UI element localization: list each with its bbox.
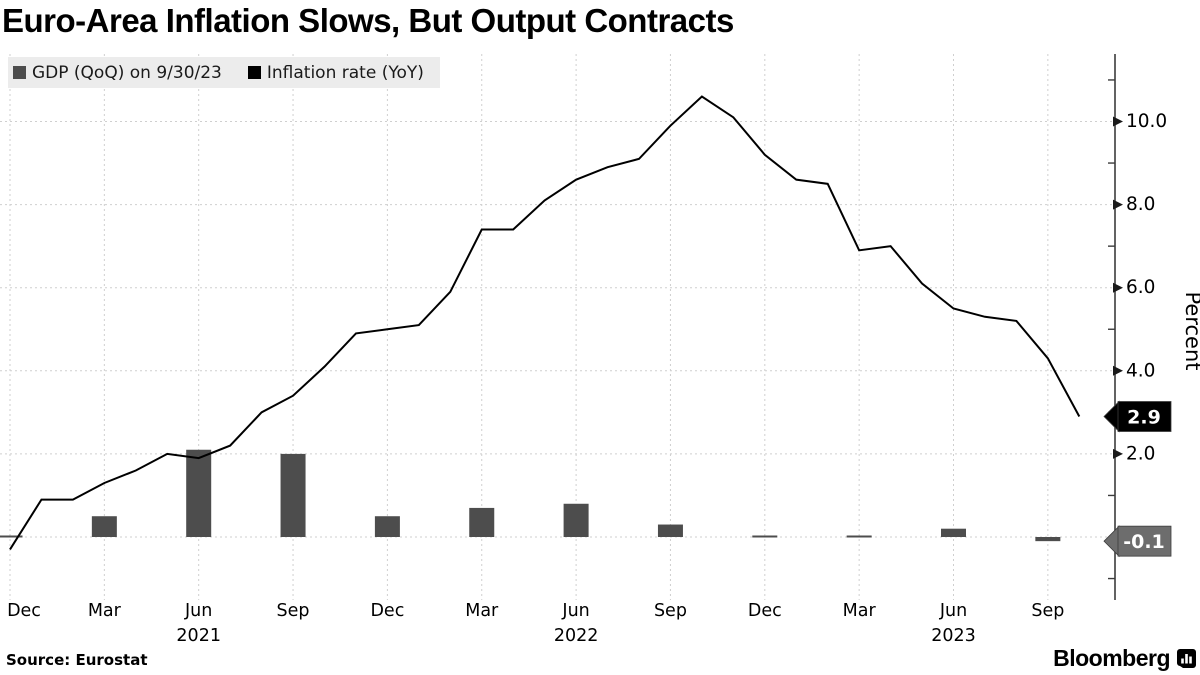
legend: GDP (QoQ) on 9/30/23 Inflation rate (YoY… xyxy=(8,57,440,88)
source-label: Source: Eurostat xyxy=(6,651,148,669)
gdp-bar xyxy=(752,535,778,538)
x-tick-label: Jun xyxy=(939,601,967,621)
x-tick-label: Mar xyxy=(465,601,499,621)
gdp-bar xyxy=(941,528,966,537)
x-year-label: 2023 xyxy=(931,626,976,646)
x-tick-label: Dec xyxy=(7,601,41,621)
inflation-axis-tag-pointer xyxy=(1103,400,1120,433)
y-axis-major-tick-arrow xyxy=(1113,282,1123,293)
gdp-axis-tag-box xyxy=(1117,525,1172,557)
y-tick-label: 10.0 xyxy=(1126,111,1167,132)
bloomberg-terminal-icon xyxy=(1177,649,1196,668)
inflation-line xyxy=(9,95,1081,550)
y-tick-label: 8.0 xyxy=(1126,194,1155,215)
inflation-axis-tag-box xyxy=(1117,401,1172,432)
gdp-bar xyxy=(91,516,117,537)
y-tick-label: 4.0 xyxy=(1126,360,1155,381)
inflation-swatch-icon xyxy=(247,66,261,79)
x-tick-label: Jun xyxy=(561,601,589,621)
x-tick-label: Sep xyxy=(277,601,310,621)
x-tick-label: Dec xyxy=(370,601,404,621)
x-tick-label: Mar xyxy=(843,601,877,621)
y-axis-title: Percent xyxy=(1181,291,1200,370)
gdp-bar xyxy=(469,507,495,537)
bloomberg-wordmark: Bloomberg xyxy=(1053,645,1170,671)
page-title: Euro-Area Inflation Slows, But Output Co… xyxy=(2,2,734,39)
gdp-bar xyxy=(1035,537,1061,542)
gdp-bar xyxy=(563,503,589,537)
gdp-axis-tag-pointer xyxy=(1103,525,1120,558)
x-tick-label: Mar xyxy=(88,601,122,621)
legend-item-inflation: Inflation rate (YoY) xyxy=(247,62,424,83)
legend-label-inflation: Inflation rate (YoY) xyxy=(266,62,424,83)
y-axis-major-tick-arrow xyxy=(1113,199,1123,210)
inflation-axis-tag-value: 2.9 xyxy=(1127,407,1161,429)
x-tick-label: Jun xyxy=(184,601,212,621)
gdp-axis-tag-value: -0.1 xyxy=(1123,531,1165,553)
legend-item-gdp: GDP (QoQ) on 9/30/23 xyxy=(13,63,222,83)
y-axis-major-tick-arrow xyxy=(1113,116,1123,127)
legend-label-gdp: GDP (QoQ) on 9/30/23 xyxy=(32,62,222,83)
x-year-label: 2021 xyxy=(176,626,221,646)
y-tick-label: 6.0 xyxy=(1126,277,1155,298)
x-tick-label: Sep xyxy=(1031,601,1064,621)
gdp-bar xyxy=(280,453,306,537)
gdp-bar xyxy=(374,516,400,537)
bloomberg-logo: Bloomberg xyxy=(1053,645,1196,672)
gdp-bar xyxy=(657,524,683,537)
gdp-bar xyxy=(186,449,212,537)
y-axis-major-tick-arrow xyxy=(1113,448,1123,459)
x-tick-label: Sep xyxy=(654,601,687,621)
x-tick-label: Dec xyxy=(748,601,782,621)
gdp-swatch-icon xyxy=(13,66,26,79)
gdp-bar xyxy=(0,535,23,538)
y-tick-label: 2.0 xyxy=(1126,443,1155,464)
y-axis-major-tick-arrow xyxy=(1113,365,1123,376)
gdp-bar xyxy=(846,535,872,538)
x-year-label: 2022 xyxy=(554,626,599,646)
